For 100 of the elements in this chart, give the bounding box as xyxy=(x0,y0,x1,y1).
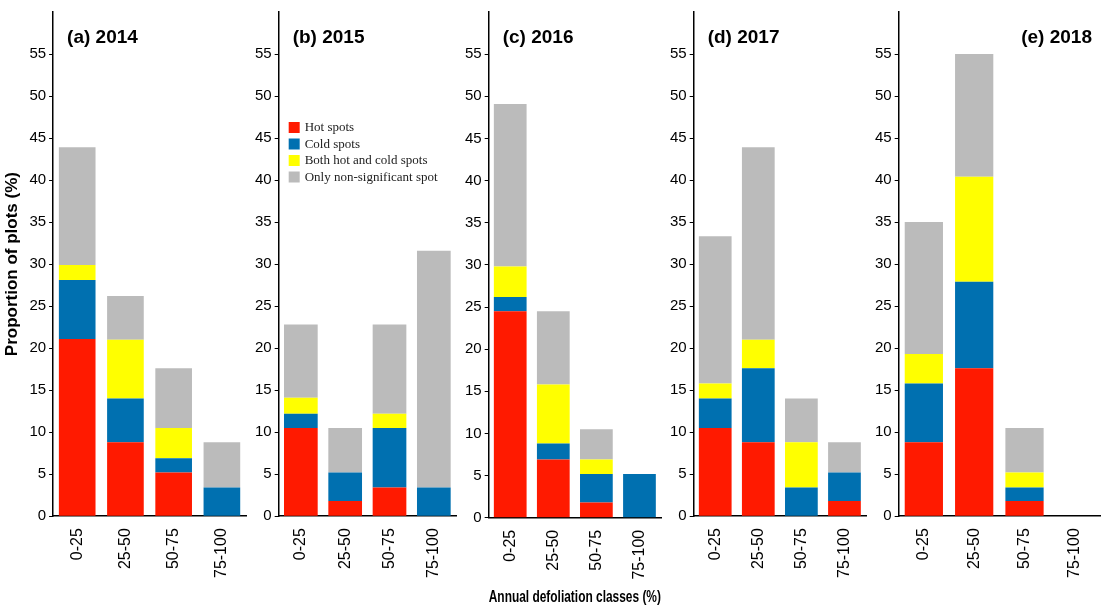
y-tick-label: 35 xyxy=(670,212,687,230)
bar xyxy=(698,236,732,384)
bar xyxy=(580,459,613,474)
y-tick-label: 55 xyxy=(465,44,482,62)
bar xyxy=(58,264,96,281)
bar xyxy=(203,442,241,488)
text: (d) 2017 xyxy=(707,26,780,48)
text: (a) 2014 xyxy=(67,26,139,48)
bar xyxy=(741,368,775,443)
x-tick-label: 75-100 xyxy=(834,528,852,579)
bar xyxy=(58,280,96,339)
bar xyxy=(828,442,861,473)
y-tick-label: 20 xyxy=(670,338,687,356)
y-tick-label: 45 xyxy=(255,128,272,146)
bar xyxy=(372,324,407,414)
y-tick-label: 10 xyxy=(875,422,892,440)
bar xyxy=(580,502,613,518)
y-tick-label: 55 xyxy=(875,44,892,62)
bar xyxy=(107,296,144,340)
x-tick-label: 0-25 xyxy=(291,528,309,561)
bar xyxy=(904,222,943,354)
bar xyxy=(955,368,994,516)
y-tick-label: 45 xyxy=(465,128,482,146)
y-tick-label: 10 xyxy=(465,423,482,441)
bar xyxy=(785,487,818,516)
bar xyxy=(741,442,775,516)
y-tick-label: 30 xyxy=(875,254,892,272)
bar xyxy=(284,427,318,516)
y-tick-label: 15 xyxy=(29,380,47,398)
bar xyxy=(580,473,613,503)
y-tick-label: 5 xyxy=(678,464,687,482)
y-tick-label: 10 xyxy=(255,422,272,440)
x-tick-label: 25-50 xyxy=(964,528,982,570)
bar xyxy=(107,398,144,443)
x-tick-label: 50-75 xyxy=(586,529,604,571)
y-tick-label: 5 xyxy=(883,464,892,482)
x-tick-label: 50-75 xyxy=(379,528,397,570)
text: (e) 2018 xyxy=(1021,26,1092,48)
y-tick-label: 10 xyxy=(29,422,47,440)
x-tick-label: 75-100 xyxy=(1065,528,1083,579)
x-tick-label: 25-50 xyxy=(335,528,353,570)
bar xyxy=(536,443,570,460)
bar xyxy=(698,398,732,428)
text: (c) 2016 xyxy=(502,26,574,48)
bar xyxy=(1005,472,1044,488)
bar xyxy=(493,266,527,297)
y-tick-label: 0 xyxy=(473,507,482,525)
y-tick-label: 15 xyxy=(670,380,687,398)
y-tick-label: 15 xyxy=(875,380,892,398)
bar xyxy=(828,501,861,516)
y-tick-label: 35 xyxy=(875,212,892,230)
bar xyxy=(284,397,318,414)
bar xyxy=(698,427,732,516)
y-tick-label: 10 xyxy=(670,422,687,440)
x-tick-label: 50-75 xyxy=(164,528,182,570)
bar xyxy=(955,54,994,177)
bar xyxy=(904,383,943,443)
y-tick-label: 55 xyxy=(29,44,47,62)
y-tick-label: 5 xyxy=(37,464,47,482)
bar xyxy=(955,281,994,369)
bar xyxy=(416,487,451,516)
bar xyxy=(623,473,656,518)
y-tick-label: 25 xyxy=(670,296,687,314)
y-tick-label: 0 xyxy=(263,506,272,524)
y-tick-label: 25 xyxy=(465,297,482,315)
bar xyxy=(155,427,192,459)
y-tick-label: 15 xyxy=(255,380,272,398)
bar xyxy=(955,176,994,282)
bar xyxy=(1005,501,1044,516)
x-tick-label: 25-50 xyxy=(543,529,561,571)
y-tick-label: 45 xyxy=(29,128,47,146)
y-tick-label: 50 xyxy=(29,86,47,104)
legend-label: Cold spots xyxy=(304,135,360,151)
bar xyxy=(58,338,96,516)
x-tick-label: 50-75 xyxy=(1014,528,1032,570)
x-tick-label: 50-75 xyxy=(791,528,809,570)
y-tick-label: 0 xyxy=(678,506,687,524)
y-tick-label: 50 xyxy=(670,86,687,104)
bar xyxy=(328,501,363,516)
bar xyxy=(372,413,407,428)
bar xyxy=(155,458,192,473)
bar xyxy=(372,487,407,516)
bar xyxy=(741,339,775,369)
y-tick-label: 25 xyxy=(255,296,272,314)
y-tick-label: 35 xyxy=(255,212,272,230)
bar xyxy=(107,339,144,399)
bar xyxy=(1005,427,1044,473)
y-tick-label: 55 xyxy=(255,44,272,62)
x-axis-title: Annual defoliation classes (%) xyxy=(488,587,662,606)
bar xyxy=(536,311,570,385)
legend-label: Both hot and cold spots xyxy=(304,152,428,168)
y-tick-label: 15 xyxy=(465,381,482,399)
y-tick-label: 30 xyxy=(670,254,687,272)
bar xyxy=(828,472,861,502)
y-tick-label: 55 xyxy=(670,44,687,62)
y-tick-label: 50 xyxy=(465,86,482,104)
bar xyxy=(1005,487,1044,502)
y-tick-label: 20 xyxy=(875,338,892,356)
x-tick-label: 25-50 xyxy=(748,528,766,570)
bar xyxy=(155,472,192,516)
